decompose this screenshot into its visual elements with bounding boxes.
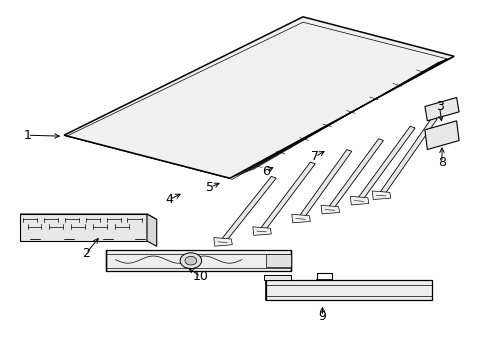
Text: 2: 2 <box>82 247 90 260</box>
Text: 4: 4 <box>164 193 172 206</box>
Text: 7: 7 <box>310 150 319 163</box>
Polygon shape <box>264 275 290 280</box>
Polygon shape <box>327 139 383 211</box>
Polygon shape <box>266 280 431 300</box>
Polygon shape <box>105 250 290 271</box>
Polygon shape <box>213 238 232 246</box>
Polygon shape <box>20 214 147 241</box>
Polygon shape <box>259 162 315 232</box>
Text: 1: 1 <box>23 129 31 142</box>
Polygon shape <box>64 17 453 178</box>
Text: 9: 9 <box>318 310 326 323</box>
Circle shape <box>184 256 196 265</box>
Polygon shape <box>147 214 157 246</box>
Polygon shape <box>220 176 276 243</box>
Text: 8: 8 <box>437 156 445 168</box>
Polygon shape <box>371 191 390 199</box>
Polygon shape <box>356 126 414 202</box>
Text: 6: 6 <box>262 165 270 177</box>
Polygon shape <box>20 214 157 220</box>
Polygon shape <box>378 117 436 196</box>
Polygon shape <box>424 98 458 121</box>
Polygon shape <box>349 196 368 205</box>
Polygon shape <box>424 121 458 149</box>
Polygon shape <box>252 227 271 235</box>
Text: 10: 10 <box>192 270 208 283</box>
Polygon shape <box>298 149 351 220</box>
Polygon shape <box>266 254 290 267</box>
Polygon shape <box>321 205 339 214</box>
Text: 5: 5 <box>206 181 214 194</box>
Circle shape <box>180 253 201 269</box>
Polygon shape <box>291 214 310 223</box>
Text: 3: 3 <box>435 100 443 113</box>
